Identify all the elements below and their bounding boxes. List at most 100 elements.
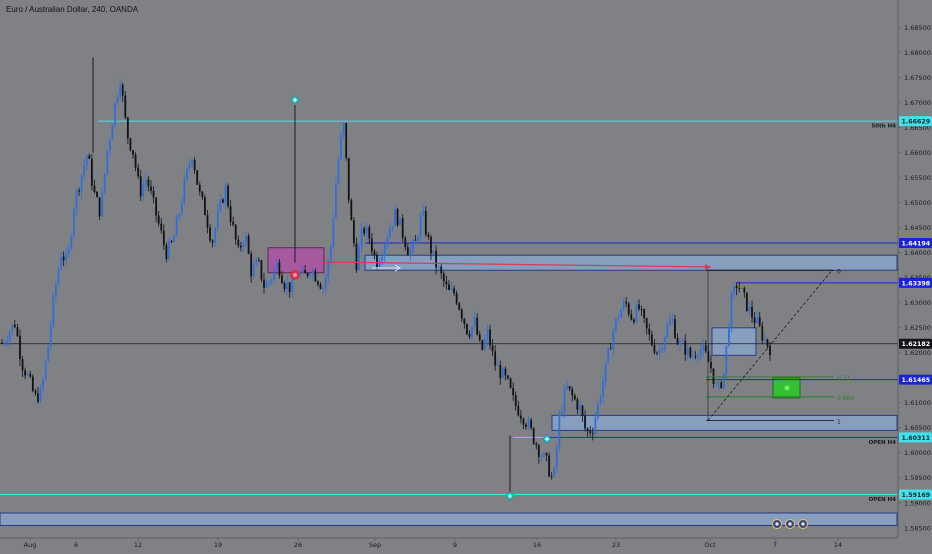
candle [275,258,278,271]
x-tick-label: Oct [704,541,716,549]
candle [273,268,276,284]
fib-diagonal[interactable] [707,269,833,421]
candle-body [404,237,407,248]
candle-body [663,337,666,349]
candle-body [430,236,432,254]
candle [196,170,199,186]
candle-body [540,456,543,458]
candle [643,308,646,324]
zone-bottom[interactable] [0,512,898,526]
candle [576,397,579,415]
zone-mid[interactable] [711,327,757,356]
x-tick-label: 9 [453,541,457,549]
candle-body [584,415,586,429]
candle-body [427,234,430,237]
candle [745,292,748,313]
x-tick-label: 12 [134,541,142,549]
candle-body [11,324,14,333]
candle-body [196,170,199,185]
zone-lower[interactable] [551,414,898,431]
candle [129,137,132,152]
candle-body [412,239,414,250]
candle [599,394,602,406]
fib-level-label: 0 [837,268,841,275]
candle-body [417,236,420,241]
candle [335,177,337,219]
candle [317,280,319,287]
candle-body [517,405,520,416]
candle [201,190,204,200]
candle-body [16,327,19,336]
candle-body [679,340,682,345]
candle-body [116,97,119,104]
candle-body [263,279,265,288]
candle [55,281,57,302]
chart-title: Euro / Australian Dollar, 240, OANDA [6,5,139,14]
candle [96,190,98,198]
candle [29,370,32,379]
event-icon-3-dot [801,522,805,526]
candles-layer [1,57,771,501]
y-tick-label: 1.62000 [904,349,931,357]
candle-body [489,329,491,346]
candle-body [689,347,692,358]
candle [522,417,525,430]
candle-body [114,103,116,126]
red-trend-line[interactable] [323,261,712,268]
candle [763,333,766,344]
candle-body [648,328,651,335]
price-tag[interactable] [899,277,932,288]
candle [471,326,473,341]
candle-body [304,269,306,274]
candle-body [268,281,271,284]
candle [612,328,615,356]
candle-body [668,319,671,326]
candle-body [537,445,540,458]
price-tag[interactable] [899,338,932,349]
price-tag[interactable] [899,238,932,249]
candle [496,358,499,366]
candle [535,441,538,450]
candle [26,371,29,377]
candle-body [283,283,286,290]
candle [453,285,455,296]
candle [204,194,206,216]
candle [165,242,168,263]
candle [260,259,263,283]
candle [409,244,412,261]
candle-body [391,226,394,228]
candle [730,290,733,333]
price-tag-label: 1.59169 [902,492,931,499]
price-tag[interactable] [899,116,932,127]
candle [424,206,427,237]
price-tag[interactable] [899,432,932,443]
candle [594,411,597,437]
candle-body [491,345,494,352]
candle [255,256,258,267]
candle-body [247,236,250,254]
candle [489,324,491,350]
candle [622,298,625,312]
candle-body [543,452,545,457]
candle-body [571,388,574,396]
candle [627,301,630,317]
candle-body [373,251,376,255]
candle-body [183,179,186,204]
price-tag[interactable] [899,489,932,500]
candle-body [142,184,145,197]
candle-body [717,382,720,384]
candle-body [134,154,137,168]
candle-body [607,348,610,363]
candle-body [39,387,42,402]
price-tag[interactable] [899,374,932,385]
candle-body [245,236,247,243]
candle-body [761,325,764,341]
candle-body [614,318,617,331]
candle-body [715,383,717,385]
candle [365,222,368,240]
candle [8,330,11,347]
zone-upper[interactable] [364,254,898,271]
candle [386,232,389,250]
